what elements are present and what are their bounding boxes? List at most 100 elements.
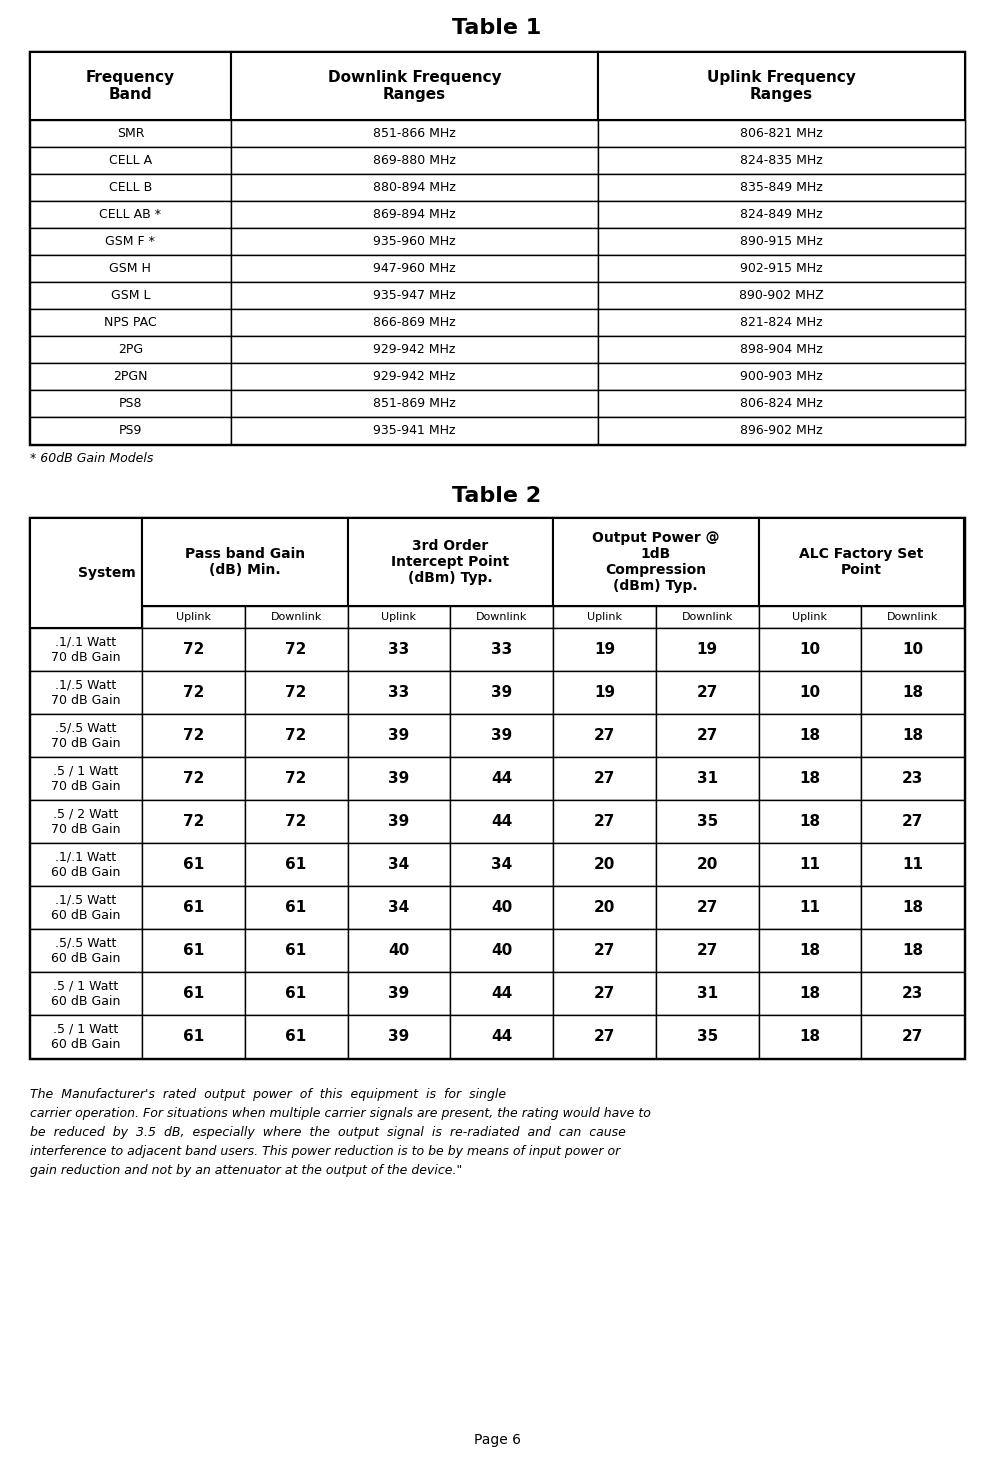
Text: .1/.1 Watt
70 dB Gain: .1/.1 Watt 70 dB Gain (52, 635, 120, 663)
Bar (245, 843, 348, 886)
Text: 806-821 MHz: 806-821 MHz (740, 127, 823, 140)
Text: 33: 33 (491, 641, 512, 658)
Text: 20: 20 (593, 858, 615, 872)
Text: NPS PAC: NPS PAC (104, 316, 157, 330)
Bar (861, 713, 964, 758)
Bar (245, 758, 348, 800)
Bar (597, 254, 965, 282)
Text: 890-902 MHZ: 890-902 MHZ (739, 288, 824, 302)
Bar (758, 843, 861, 886)
Text: 18: 18 (799, 771, 820, 786)
Bar (30, 335, 231, 363)
Text: .5 / 1 Watt
70 dB Gain: .5 / 1 Watt 70 dB Gain (52, 765, 120, 793)
Bar (231, 416, 597, 444)
Bar (758, 713, 861, 758)
Bar (245, 930, 348, 972)
Bar (348, 606, 450, 628)
Bar (861, 628, 964, 671)
Bar (656, 606, 758, 628)
Text: PS8: PS8 (118, 397, 142, 410)
Text: PS9: PS9 (118, 424, 142, 437)
Bar (245, 628, 348, 671)
Text: ALC Factory Set
Point: ALC Factory Set Point (799, 547, 923, 577)
Text: 35: 35 (697, 1030, 718, 1044)
Bar (450, 628, 553, 671)
Bar (30, 202, 231, 228)
Text: Downlink: Downlink (887, 612, 938, 622)
Text: 10: 10 (799, 685, 820, 700)
Text: 27: 27 (593, 728, 615, 743)
Bar (450, 930, 553, 972)
Text: GSM F *: GSM F * (105, 235, 155, 249)
Bar (245, 972, 348, 1015)
Text: 27: 27 (593, 771, 615, 786)
Bar (553, 671, 656, 713)
Text: 72: 72 (183, 685, 204, 700)
Bar (597, 51, 965, 121)
Text: Uplink: Uplink (382, 612, 416, 622)
Bar (348, 843, 450, 886)
Bar (348, 758, 450, 800)
Text: 33: 33 (389, 685, 410, 700)
Bar (231, 228, 597, 254)
Bar (656, 671, 758, 713)
Text: 19: 19 (697, 641, 718, 658)
Text: .5/.5 Watt
70 dB Gain: .5/.5 Watt 70 dB Gain (52, 721, 120, 750)
Text: gain reduction and not by an attenuator at the output of the device.": gain reduction and not by an attenuator … (30, 1164, 462, 1177)
Text: 10: 10 (799, 641, 820, 658)
Bar (656, 628, 758, 671)
Bar (861, 1015, 964, 1058)
Text: 72: 72 (285, 771, 307, 786)
Bar (30, 121, 231, 147)
Bar (553, 713, 656, 758)
Text: 72: 72 (285, 728, 307, 743)
Text: 18: 18 (903, 900, 923, 915)
Bar (231, 254, 597, 282)
Bar (553, 758, 656, 800)
Bar (231, 147, 597, 174)
Bar (758, 671, 861, 713)
Bar (553, 1015, 656, 1058)
Text: Page 6: Page 6 (473, 1433, 521, 1447)
Text: .1/.5 Watt
60 dB Gain: .1/.5 Watt 60 dB Gain (52, 893, 120, 921)
Bar (597, 228, 965, 254)
Bar (142, 713, 245, 758)
Text: 18: 18 (903, 728, 923, 743)
Bar (142, 886, 245, 930)
Text: Uplink: Uplink (586, 612, 622, 622)
Text: 2PG: 2PG (118, 343, 143, 356)
Bar (758, 628, 861, 671)
Text: 27: 27 (697, 685, 718, 700)
Bar (30, 518, 964, 1058)
Text: 18: 18 (799, 943, 820, 958)
Bar (450, 800, 553, 843)
Text: 39: 39 (389, 771, 410, 786)
Text: 890-915 MHz: 890-915 MHz (740, 235, 823, 249)
Text: 880-894 MHz: 880-894 MHz (373, 181, 456, 194)
Text: 935-947 MHz: 935-947 MHz (373, 288, 455, 302)
Bar (656, 972, 758, 1015)
Text: CELL A: CELL A (108, 154, 152, 168)
Text: 27: 27 (902, 1030, 923, 1044)
Bar (758, 886, 861, 930)
Text: 35: 35 (697, 813, 718, 830)
Text: 40: 40 (491, 900, 512, 915)
Text: 61: 61 (183, 858, 204, 872)
Text: 39: 39 (491, 728, 512, 743)
Bar (597, 335, 965, 363)
Bar (30, 309, 231, 335)
Text: 27: 27 (697, 900, 718, 915)
Bar (348, 713, 450, 758)
Bar (450, 886, 553, 930)
Bar (758, 518, 964, 606)
Text: 23: 23 (902, 986, 923, 1000)
Bar (553, 930, 656, 972)
Bar (142, 606, 245, 628)
Text: 27: 27 (902, 813, 923, 830)
Bar (553, 972, 656, 1015)
Text: 39: 39 (389, 986, 410, 1000)
Bar (30, 930, 142, 972)
Bar (597, 174, 965, 202)
Text: 18: 18 (799, 728, 820, 743)
Text: 947-960 MHz: 947-960 MHz (373, 262, 455, 275)
